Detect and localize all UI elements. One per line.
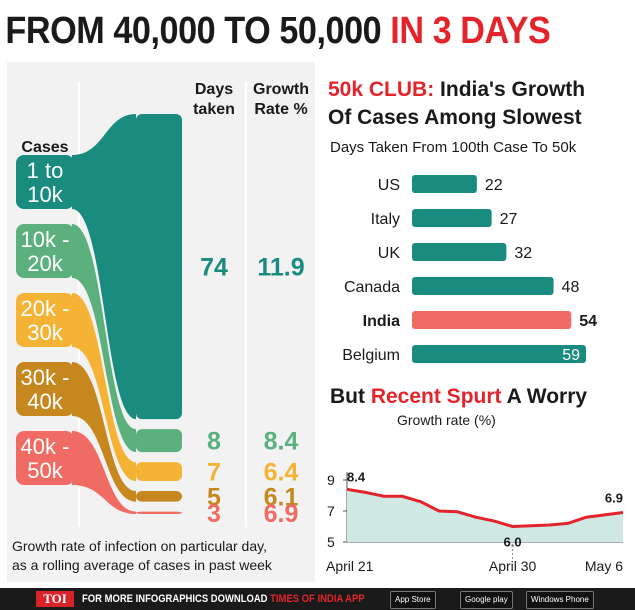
growth-rate-area [347, 489, 623, 542]
growth-rate-header: Growth [253, 81, 309, 98]
cases-range-box [16, 362, 74, 416]
flow-band [72, 224, 136, 453]
bar-category-label: Italy [371, 211, 400, 228]
growth-rate-value: 6.4 [264, 459, 299, 487]
footer-bar: TOI FOR MORE INFOGRAPHICS DOWNLOAD TIMES… [0, 588, 635, 610]
cases-range-label: 10k - [21, 227, 70, 252]
cases-range-label: 30k - [21, 365, 70, 390]
bar-category-label: US [378, 177, 400, 194]
growth-rate-value: 8.4 [264, 428, 299, 456]
flow-band [72, 431, 136, 514]
bar-value-label: 32 [514, 245, 532, 262]
footer-promo: FOR MORE INFOGRAPHICS DOWNLOAD TIMES OF … [82, 588, 365, 610]
flow-band [72, 293, 136, 482]
growth-rate-value: 6.1 [264, 483, 299, 511]
cases-range-label: 40k [27, 389, 63, 414]
bar-value-label: 22 [485, 177, 503, 194]
toi-logo: TOI [36, 591, 74, 607]
cases-range-label: 30k [27, 320, 63, 345]
line-chart-title-part: Recent Spurt [371, 385, 502, 408]
bar-chart-subtitle: Days Taken From 100th Case To 50k [330, 139, 577, 156]
bar-category-label: Belgium [342, 347, 400, 364]
days-taken-value: 3 [207, 500, 221, 528]
bar-value-label: 48 [562, 279, 580, 296]
cases-range-label: 20k [27, 251, 63, 276]
app-store-button[interactable]: App Store [390, 591, 436, 609]
footer-text-red: TIMES OF INDIA APP [270, 593, 365, 605]
bar [412, 345, 586, 363]
line-data-label: 6.9 [605, 491, 623, 506]
days-taken-value: 8 [207, 428, 221, 456]
bar-chart-title-line2: Of Cases Among Slowest [328, 106, 582, 129]
line-chart-title-part: A Worry [502, 385, 588, 408]
growth-rate-header: Rate % [254, 101, 307, 118]
comparison-panel: 50k CLUB: India's Growth Of Cases Among S… [320, 62, 635, 582]
x-tick-label: May 6 [585, 558, 623, 574]
caption-text: Growth rate of infection on particular d… [12, 538, 267, 554]
bar-category-label: India [363, 313, 400, 330]
bar [412, 311, 572, 329]
bar-value-label: 27 [500, 211, 518, 228]
bar [412, 243, 507, 261]
headline-red: IN 3 DAYS [390, 10, 551, 52]
headline: FROM 40,000 TO 50,000 IN 3 DAYS [0, 0, 577, 62]
cases-range-label: 20k - [21, 296, 70, 321]
bar-category-label: UK [378, 245, 401, 262]
bar-chart-title: 50k CLUB: India's Growth [328, 78, 585, 101]
days-taken-value: 7 [207, 459, 221, 487]
bar-chart-title-red: 50k CLUB: [328, 78, 434, 101]
days-bar-segment [136, 511, 182, 514]
days-bar-segment [136, 114, 182, 420]
bar-value-label: 54 [579, 313, 597, 330]
days-bar-segment [136, 429, 182, 453]
days-taken-value: 5 [207, 483, 221, 511]
cases-range-label: 40k - [21, 434, 70, 459]
y-tick-label: 7 [327, 503, 335, 519]
growth-rate-value: 6.9 [264, 500, 299, 528]
caption-text: as a rolling average of cases in past we… [12, 557, 273, 573]
y-tick-label: 9 [327, 472, 335, 488]
cases-range-label: 1 to [27, 158, 64, 183]
line-data-label: 8.4 [347, 469, 366, 484]
cases-label: Cases [21, 139, 68, 156]
line-data-label: 6.0 [504, 535, 522, 550]
days-bar-segment [136, 462, 182, 482]
days-taken-header: Days [195, 81, 233, 98]
cases-range-label: 50k [27, 458, 63, 483]
flow-band [72, 362, 136, 502]
flow-band [72, 114, 136, 420]
x-tick-label: April 21 [326, 558, 374, 574]
line-chart-title: But Recent Spurt A Worry [330, 385, 587, 408]
growth-rate-value: 11.9 [257, 254, 304, 282]
cases-range-box [16, 293, 74, 347]
days-bar-segment [136, 491, 182, 502]
cases-range-label: 10k [27, 182, 63, 207]
bar-value-label: 59 [562, 347, 580, 364]
comparison-charts: 50k CLUB: India's Growth Of Cases Among S… [326, 78, 624, 574]
cases-range-box [16, 224, 74, 278]
bar-category-label: Canada [344, 279, 400, 296]
days-taken-value: 74 [200, 254, 228, 282]
cases-flow-panel: Cases Days taken Growth Rate % 1 to 10k 74 11.9 1… [7, 62, 315, 582]
days-taken-header: taken [193, 101, 235, 118]
google-play-button[interactable]: Google play [460, 591, 513, 609]
headline-black: FROM 40,000 TO 50,000 [5, 10, 391, 52]
x-tick-label: April 30 [489, 558, 537, 574]
bar [412, 277, 554, 295]
cases-range-box [16, 431, 74, 485]
bar-chart-title-black: India's Growth [434, 78, 585, 101]
bar [412, 209, 492, 227]
line-chart-ylabel: Growth rate (%) [397, 412, 496, 428]
y-tick-label: 5 [327, 534, 335, 550]
line-chart-title-part: But [330, 385, 371, 408]
footer-text-white: FOR MORE INFOGRAPHICS DOWNLOAD [82, 593, 271, 605]
windows-phone-button[interactable]: Windows Phone [526, 591, 594, 609]
cases-range-box [16, 155, 74, 209]
bar [412, 175, 477, 193]
growth-rate-line [346, 487, 624, 529]
